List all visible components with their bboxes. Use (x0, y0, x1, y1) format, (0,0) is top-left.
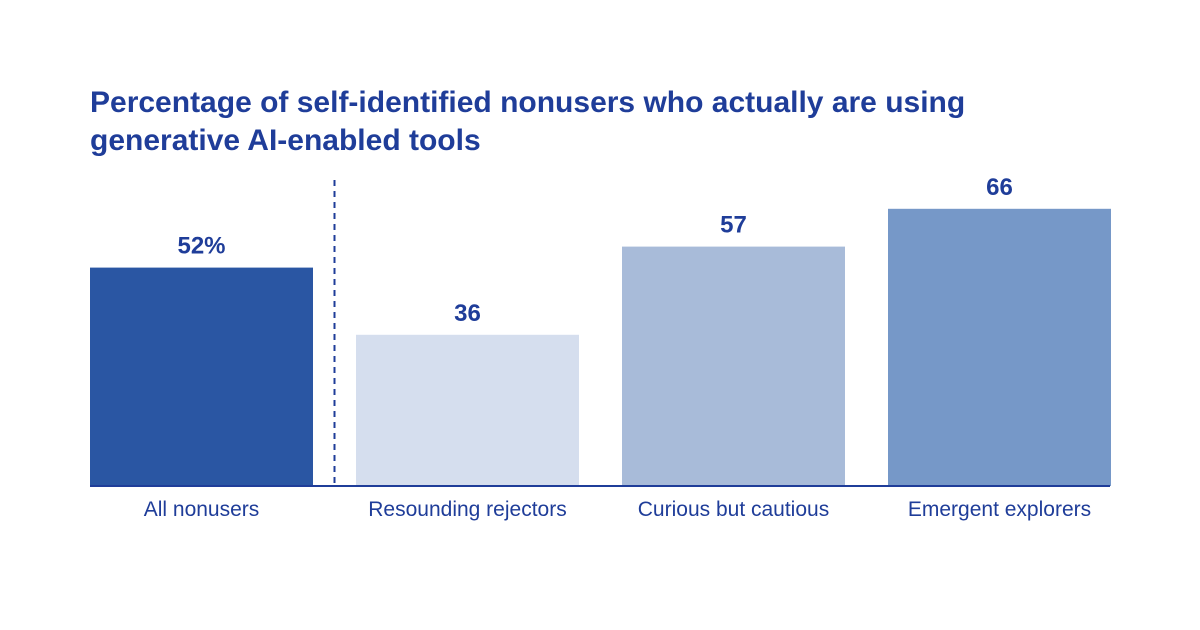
category-label-0: All nonusers (144, 498, 260, 521)
bar-0 (90, 267, 313, 486)
bar-1 (356, 334, 579, 486)
bar-value-label-2: 57 (720, 212, 747, 239)
category-label-1: Resounding rejectors (368, 498, 566, 521)
chart-title-line-1: Percentage of self-identified nonusers w… (90, 86, 966, 119)
chart-title-line-2: generative AI-enabled tools (90, 124, 481, 157)
bar-2 (622, 246, 845, 486)
category-label-2: Curious but cautious (638, 498, 829, 521)
bar-3 (888, 208, 1111, 487)
bar-value-label-1: 36 (454, 300, 481, 327)
bar-value-label-3: 66 (986, 174, 1013, 201)
bar-value-label-0: 52% (177, 233, 225, 260)
chart-title: Percentage of self-identified nonusers w… (90, 84, 1090, 160)
category-label-3: Emergent explorers (908, 498, 1091, 521)
